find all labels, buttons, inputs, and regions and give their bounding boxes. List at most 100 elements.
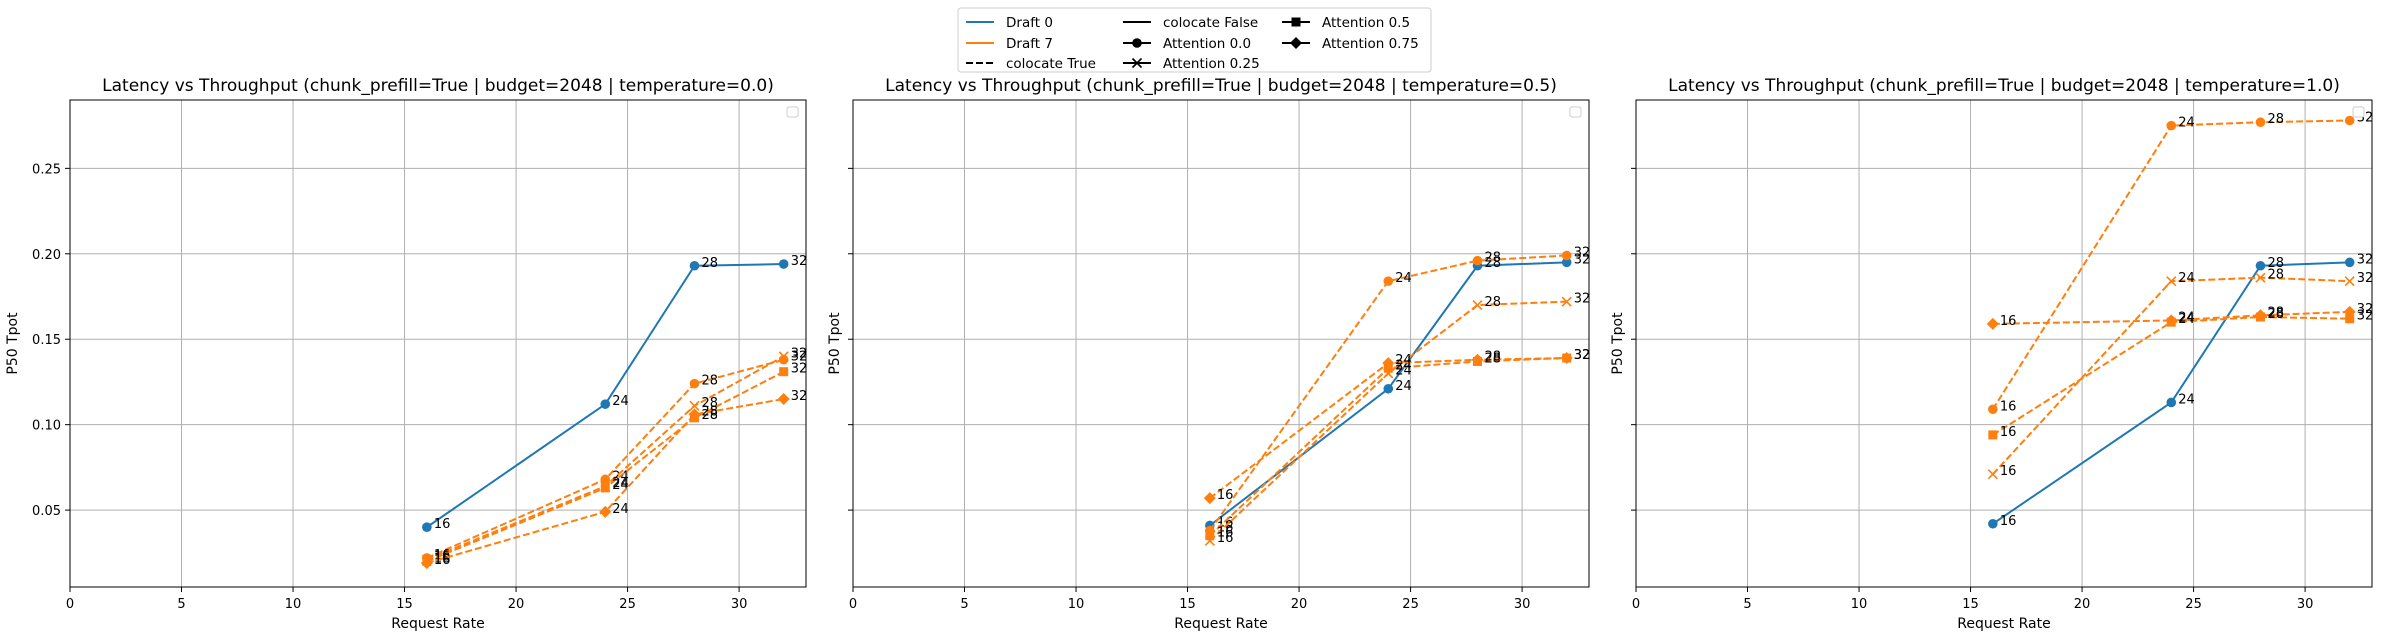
data-point (1561, 257, 1572, 268)
series-2: 16 24 28 32 (1988, 111, 2373, 414)
data-point (778, 351, 789, 362)
x-tick-label: 30 (2297, 597, 2314, 612)
series-line (1209, 357, 1567, 499)
data-label: 16 (2000, 399, 2017, 414)
empty-legend-box (2352, 106, 2365, 118)
data-label: 32 (1574, 252, 1591, 267)
data-label: 28 (2267, 256, 2284, 271)
data-label: 28 (701, 374, 718, 389)
series-1: 16 24 28 32 (1988, 252, 2373, 529)
data-point (420, 557, 433, 570)
series-4: 16 24 28 32 (422, 362, 807, 566)
x-tick-label: 5 (960, 597, 968, 612)
legend-label: Draft 0 (1006, 15, 1053, 31)
data-label: 16 (1217, 515, 1234, 530)
data-label: 24 (1395, 353, 1412, 368)
data-point (1471, 353, 1484, 366)
data-label: 28 (1484, 350, 1501, 365)
data-point (2345, 314, 2355, 324)
data-label: 16 (1217, 488, 1234, 503)
data-label: 28 (701, 256, 718, 271)
data-label: 28 (2267, 112, 2284, 127)
legend-label: Draft 7 (1006, 36, 1053, 52)
data-label: 16 (2000, 314, 2017, 329)
data-label: 32 (2357, 302, 2374, 317)
series-1: 16 24 28 32 (1205, 252, 1590, 530)
data-point (1383, 383, 1394, 394)
data-label: 28 (701, 404, 718, 419)
data-point (2344, 257, 2355, 268)
data-point (2165, 314, 2178, 327)
data-label: 24 (1395, 379, 1412, 394)
data-point (600, 483, 610, 493)
x-tick-label: 30 (1514, 597, 1531, 612)
data-label: 16 (2000, 425, 2017, 440)
x-tick-label: 20 (508, 597, 525, 612)
data-label: 32 (791, 350, 808, 365)
legend-label: Attention 0.75 (1322, 36, 1419, 52)
series-line (1209, 300, 1567, 542)
y-tick-label: 0.25 (32, 162, 61, 177)
x-tick-label: 25 (2185, 597, 2202, 612)
data-point (2166, 397, 2177, 408)
x-tick-label: 20 (2074, 597, 2091, 612)
series-2: 16 24 28 32 (1205, 245, 1591, 536)
data-label: 32 (1574, 348, 1591, 363)
x-axis-label: Request Rate (391, 616, 484, 632)
data-point (599, 505, 612, 518)
x-tick-label: 5 (177, 597, 185, 612)
data-point (689, 378, 700, 389)
y-axis-label: P50 Tpot (827, 312, 843, 375)
x-tick-label: 0 (849, 597, 857, 612)
data-point (1560, 352, 1573, 365)
subplot-3: 0 5 10 15 20 25 30 Request Rate P50 Tpot Latency … (1610, 76, 2373, 632)
y-axis-label: P50 Tpot (1610, 312, 1626, 375)
legend: Draft 0 Draft 7 colocate True colocate Fals… (957, 7, 1432, 73)
data-point (600, 474, 611, 485)
series-3: 16 24 28 32 (421, 346, 807, 565)
x-tick-label: 15 (1962, 597, 1979, 612)
data-label: 32 (2357, 309, 2374, 324)
series-2: 16 24 28 32 (422, 350, 807, 563)
series-line (1209, 254, 1567, 532)
series-line (1209, 357, 1567, 537)
series-line (1992, 316, 2350, 436)
data-label: 28 (701, 396, 718, 411)
legend-entry: colocate False (1123, 15, 1258, 31)
gridlines (69, 100, 806, 587)
legend-entry: Attention 0.5 (1282, 15, 1410, 31)
data-label: 32 (1574, 245, 1591, 260)
legend-frame (957, 7, 1432, 73)
axes-frame (852, 99, 1590, 588)
data-label: 28 (1484, 256, 1501, 271)
gridlines (852, 100, 1589, 587)
y-tick-label: 0.15 (32, 333, 61, 348)
series-5: 16 24 28 32 (420, 389, 807, 570)
data-point (688, 408, 701, 421)
legend-label: colocate False (1163, 15, 1258, 31)
data-label: 32 (1574, 292, 1591, 307)
series-line (1992, 310, 2350, 325)
data-label: 16 (2000, 514, 2017, 529)
data-point (777, 393, 790, 406)
x-tick-label: 25 (619, 597, 636, 612)
data-label: 16 (2000, 464, 2017, 479)
data-label: 24 (612, 478, 629, 493)
empty-legend-box (1569, 106, 1582, 118)
x-tick-label: 10 (285, 597, 302, 612)
data-point (1382, 357, 1395, 370)
legend-entry: Attention 0.25 (1123, 56, 1260, 72)
series-line (426, 398, 784, 565)
data-label: 16 (434, 517, 451, 532)
data-point (689, 400, 700, 411)
data-label: 16 (1217, 531, 1234, 546)
data-point (1561, 296, 1572, 307)
data-label: 24 (612, 394, 629, 409)
data-label: 24 (2178, 392, 2195, 407)
legend-marker (1131, 57, 1143, 69)
legend-entry: Attention 0.75 (1282, 36, 1419, 52)
data-label: 28 (1484, 351, 1501, 366)
series-line (1992, 276, 2350, 475)
data-label: 24 (612, 502, 629, 517)
